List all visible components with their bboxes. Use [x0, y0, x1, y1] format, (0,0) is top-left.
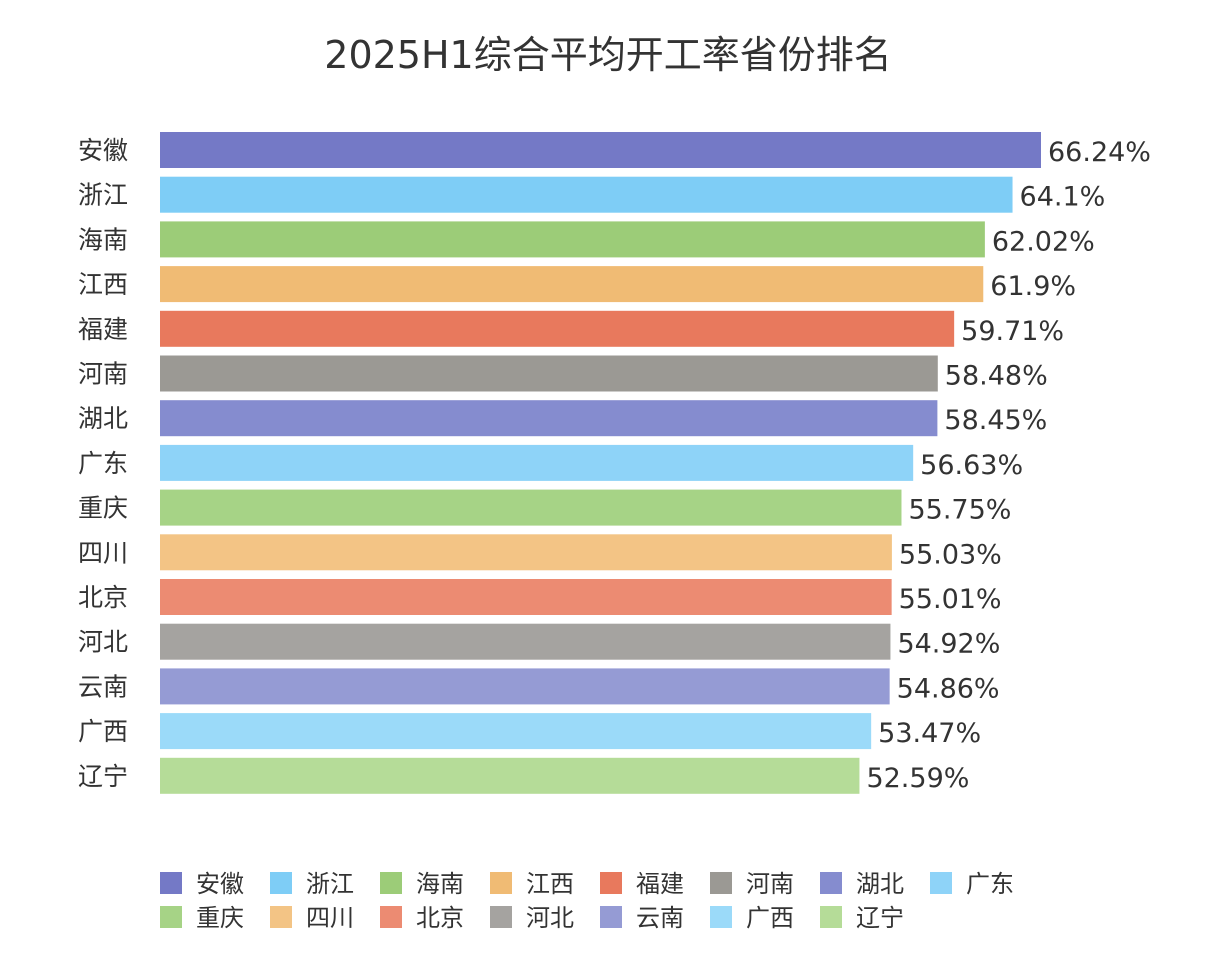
bar: [160, 132, 1041, 168]
legend-swatch: [490, 872, 512, 894]
legend-swatch: [710, 872, 732, 894]
category-label: 海南: [78, 225, 128, 254]
legend-label: 海南: [416, 870, 464, 898]
value-label: 61.9%: [990, 271, 1076, 302]
category-label: 广东: [78, 449, 128, 478]
category-label: 浙江: [78, 181, 128, 210]
bar: [160, 221, 985, 258]
category-label: 福建: [78, 315, 128, 344]
legend-label: 浙江: [306, 870, 354, 898]
bar: [160, 534, 892, 571]
legend-swatch: [710, 906, 732, 928]
bar: [160, 176, 1013, 213]
bar: [160, 668, 890, 705]
legend-label: 河北: [526, 904, 574, 932]
bar: [160, 757, 860, 794]
legend-label: 湖北: [856, 870, 904, 898]
legend-swatch: [270, 872, 292, 894]
category-label: 湖北: [78, 404, 128, 433]
category-label: 广西: [78, 717, 128, 746]
value-label: 52.59%: [866, 763, 969, 794]
legend-label: 辽宁: [856, 904, 904, 932]
value-label: 55.03%: [899, 539, 1002, 570]
category-label: 四川: [78, 538, 128, 567]
legend-swatch: [600, 872, 622, 894]
value-label: 64.1%: [1020, 182, 1106, 213]
legend-swatch: [380, 872, 402, 894]
legend-label: 四川: [306, 904, 354, 932]
value-label: 54.92%: [897, 629, 1000, 660]
legend-swatch: [490, 906, 512, 928]
legend-label: 广东: [966, 870, 1014, 898]
legend-swatch: [820, 906, 842, 928]
legend-label: 云南: [636, 904, 684, 932]
value-label: 58.48%: [945, 361, 1048, 392]
bar: [160, 579, 892, 615]
bar: [160, 355, 938, 392]
legend-label: 重庆: [196, 904, 244, 932]
legend-label: 北京: [416, 904, 464, 932]
legend-label: 福建: [636, 870, 684, 898]
bar: [160, 310, 955, 347]
legend-swatch: [380, 906, 402, 928]
category-label: 云南: [78, 672, 128, 701]
category-label: 江西: [78, 270, 128, 299]
chart-title: 2025H1综合平均开工率省份排名: [324, 33, 892, 77]
bar: [160, 444, 914, 481]
category-label: 重庆: [78, 494, 128, 523]
category-label: 河北: [78, 628, 128, 657]
bar: [160, 713, 872, 750]
category-label: 安徽: [78, 136, 128, 165]
bar: [160, 489, 902, 526]
bar: [160, 623, 891, 660]
category-label: 北京: [78, 583, 128, 612]
legend-swatch: [930, 872, 952, 894]
legend-swatch: [600, 906, 622, 928]
value-label: 66.24%: [1048, 137, 1151, 168]
legend-swatch: [160, 906, 182, 928]
value-label: 62.02%: [992, 226, 1095, 257]
category-label: 辽宁: [78, 762, 128, 791]
legend-label: 江西: [526, 870, 574, 898]
value-label: 55.75%: [908, 495, 1011, 526]
legend-label: 广西: [746, 904, 794, 932]
value-label: 56.63%: [920, 450, 1023, 481]
legend-swatch: [820, 872, 842, 894]
value-label: 53.47%: [878, 718, 981, 749]
value-label: 58.45%: [944, 405, 1047, 436]
value-label: 54.86%: [897, 673, 1000, 704]
bar: [160, 400, 938, 437]
value-label: 59.71%: [961, 316, 1064, 347]
legend-label: 河南: [746, 870, 794, 898]
bar: [160, 266, 984, 303]
value-label: 55.01%: [899, 584, 1002, 615]
legend-swatch: [270, 906, 292, 928]
legend-swatch: [160, 872, 182, 894]
category-label: 河南: [78, 360, 128, 389]
legend-label: 安徽: [196, 870, 244, 898]
